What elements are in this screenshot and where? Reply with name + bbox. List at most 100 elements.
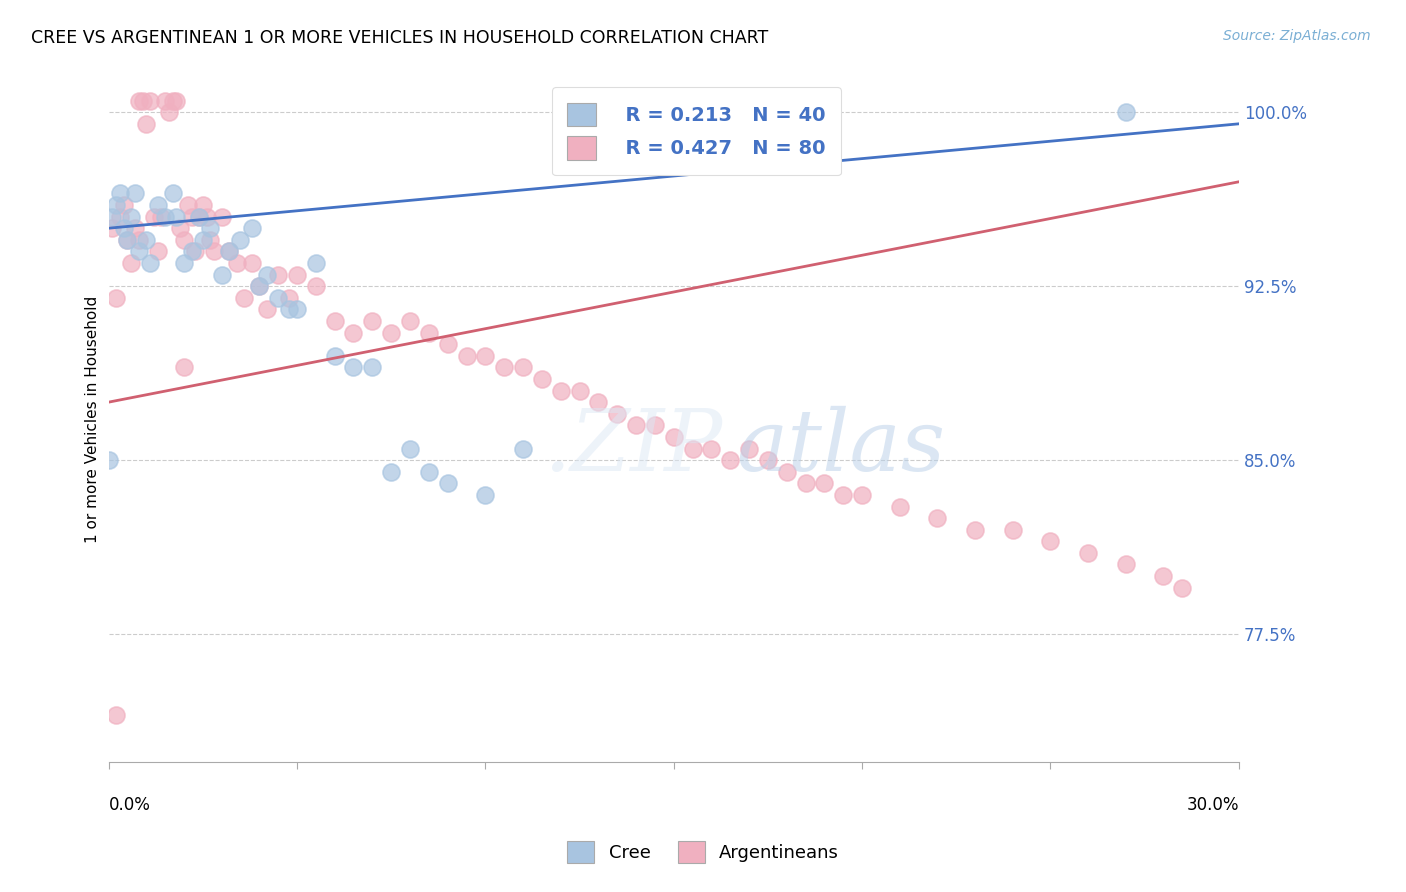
Point xyxy=(101,210,124,224)
Point xyxy=(588,395,610,409)
Point xyxy=(128,233,150,247)
Point xyxy=(153,94,176,108)
Point xyxy=(105,198,128,212)
Point xyxy=(112,198,135,212)
Point xyxy=(550,384,572,398)
Point xyxy=(135,117,157,131)
Point xyxy=(1077,546,1099,560)
Point xyxy=(135,233,157,247)
Text: 0.0%: 0.0% xyxy=(108,797,150,814)
Point xyxy=(146,244,169,259)
Point xyxy=(682,442,704,456)
Point xyxy=(1039,534,1062,549)
Point xyxy=(456,349,478,363)
Point xyxy=(285,302,308,317)
Point xyxy=(218,244,240,259)
Point xyxy=(606,407,628,421)
Point xyxy=(247,279,270,293)
Point xyxy=(240,256,263,270)
Point xyxy=(112,221,135,235)
Point xyxy=(200,221,222,235)
Point xyxy=(436,476,458,491)
Text: 30.0%: 30.0% xyxy=(1187,797,1239,814)
Point xyxy=(1001,523,1024,537)
Text: atlas: atlas xyxy=(735,406,945,488)
Point xyxy=(361,360,384,375)
Point xyxy=(169,221,191,235)
Point xyxy=(180,210,202,224)
Point xyxy=(361,314,384,328)
Point xyxy=(105,291,128,305)
Point xyxy=(285,268,308,282)
Point xyxy=(105,708,128,723)
Point xyxy=(530,372,553,386)
Point xyxy=(494,360,516,375)
Point xyxy=(195,210,218,224)
Point xyxy=(776,465,799,479)
Point xyxy=(173,360,195,375)
Point xyxy=(399,442,422,456)
Point xyxy=(173,233,195,247)
Point xyxy=(120,256,142,270)
Point xyxy=(700,442,723,456)
Point xyxy=(202,244,225,259)
Point xyxy=(229,233,252,247)
Point xyxy=(173,256,195,270)
Point xyxy=(233,291,256,305)
Point xyxy=(191,233,214,247)
Point xyxy=(278,291,301,305)
Text: CREE VS ARGENTINEAN 1 OR MORE VEHICLES IN HOUSEHOLD CORRELATION CHART: CREE VS ARGENTINEAN 1 OR MORE VEHICLES I… xyxy=(31,29,768,47)
Point xyxy=(184,244,207,259)
Point xyxy=(128,244,150,259)
Legend: Cree, Argentineans: Cree, Argentineans xyxy=(558,832,848,872)
Point xyxy=(211,268,233,282)
Point xyxy=(117,233,139,247)
Point xyxy=(738,442,761,456)
Point xyxy=(1152,569,1174,583)
Point xyxy=(131,94,153,108)
Point xyxy=(380,465,402,479)
Point xyxy=(157,105,180,120)
Point xyxy=(180,244,202,259)
Point xyxy=(267,268,290,282)
Point xyxy=(225,256,247,270)
Y-axis label: 1 or more Vehicles in Household: 1 or more Vehicles in Household xyxy=(86,296,100,543)
Point xyxy=(1171,581,1194,595)
Point xyxy=(278,302,301,317)
Point xyxy=(323,314,346,328)
Point xyxy=(644,418,666,433)
Point xyxy=(927,511,949,525)
Point xyxy=(342,326,364,340)
Point xyxy=(247,279,270,293)
Point xyxy=(323,349,346,363)
Point xyxy=(211,210,233,224)
Point xyxy=(139,256,162,270)
Point xyxy=(120,210,142,224)
Point xyxy=(177,198,200,212)
Point xyxy=(1115,105,1137,120)
Text: .ZIP: .ZIP xyxy=(544,406,723,488)
Legend:   R = 0.213   N = 40,   R = 0.427   N = 80: R = 0.213 N = 40, R = 0.427 N = 80 xyxy=(551,87,841,176)
Point xyxy=(512,360,534,375)
Point xyxy=(139,94,162,108)
Point xyxy=(188,210,211,224)
Point xyxy=(662,430,685,444)
Point xyxy=(142,210,165,224)
Point xyxy=(165,94,187,108)
Point xyxy=(150,210,173,224)
Text: Source: ZipAtlas.com: Source: ZipAtlas.com xyxy=(1223,29,1371,44)
Point xyxy=(97,453,120,467)
Point xyxy=(108,186,131,201)
Point xyxy=(718,453,741,467)
Point xyxy=(756,453,779,467)
Point xyxy=(188,210,211,224)
Point xyxy=(256,302,278,317)
Point xyxy=(267,291,290,305)
Point xyxy=(117,233,139,247)
Point xyxy=(108,210,131,224)
Point xyxy=(380,326,402,340)
Point xyxy=(474,488,496,502)
Point xyxy=(1115,558,1137,572)
Point xyxy=(474,349,496,363)
Point xyxy=(305,279,328,293)
